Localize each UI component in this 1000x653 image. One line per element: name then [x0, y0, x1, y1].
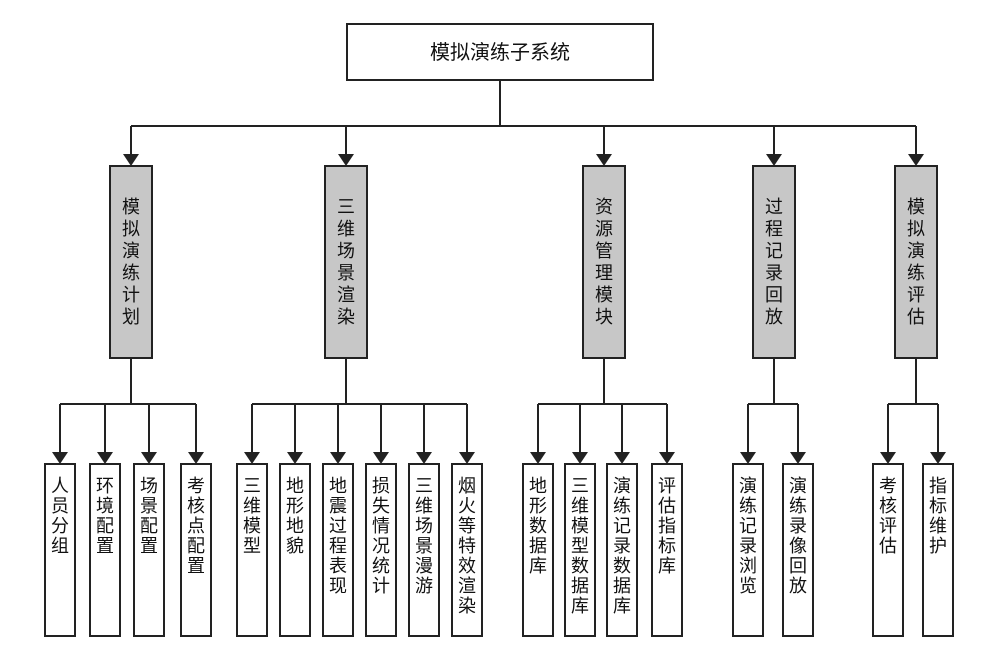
svg-text:损失情况统计: 损失情况统计 — [372, 476, 390, 596]
svg-text:演练记录浏览: 演练记录浏览 — [739, 476, 757, 596]
svg-text:环境配置: 环境配置 — [96, 476, 114, 556]
svg-text:三维模型数据库: 三维模型数据库 — [571, 476, 589, 616]
mid-node — [325, 166, 367, 358]
svg-text:人员分组: 人员分组 — [51, 476, 69, 556]
svg-text:演练记录数据库: 演练记录数据库 — [613, 476, 631, 616]
svg-text:地形数据库: 地形数据库 — [529, 476, 547, 576]
svg-text:地形地貌: 地形地貌 — [286, 476, 304, 556]
mid-node — [110, 166, 152, 358]
svg-text:指标维护: 指标维护 — [929, 476, 947, 556]
org-chart-canvas: 模拟演练子系统模拟演练计划人员分组环境配置场景配置考核点配置三维场景渲染三维模型… — [0, 0, 1000, 653]
svg-text:三维场景漫游: 三维场景漫游 — [415, 476, 433, 596]
mid-node — [753, 166, 795, 358]
mid-node — [583, 166, 625, 358]
svg-text:场景配置: 场景配置 — [140, 476, 158, 556]
svg-text:评估指标库: 评估指标库 — [658, 476, 676, 576]
svg-text:考核点配置: 考核点配置 — [187, 476, 205, 576]
svg-text:地震过程表现: 地震过程表现 — [329, 476, 347, 596]
mid-node — [895, 166, 937, 358]
svg-text:烟火等特效渲染: 烟火等特效渲染 — [458, 476, 476, 616]
svg-text:考核评估: 考核评估 — [879, 476, 897, 556]
root-label: 模拟演练子系统 — [430, 41, 570, 64]
svg-text:三维模型: 三维模型 — [243, 476, 261, 556]
svg-text:演练录像回放: 演练录像回放 — [789, 476, 807, 596]
